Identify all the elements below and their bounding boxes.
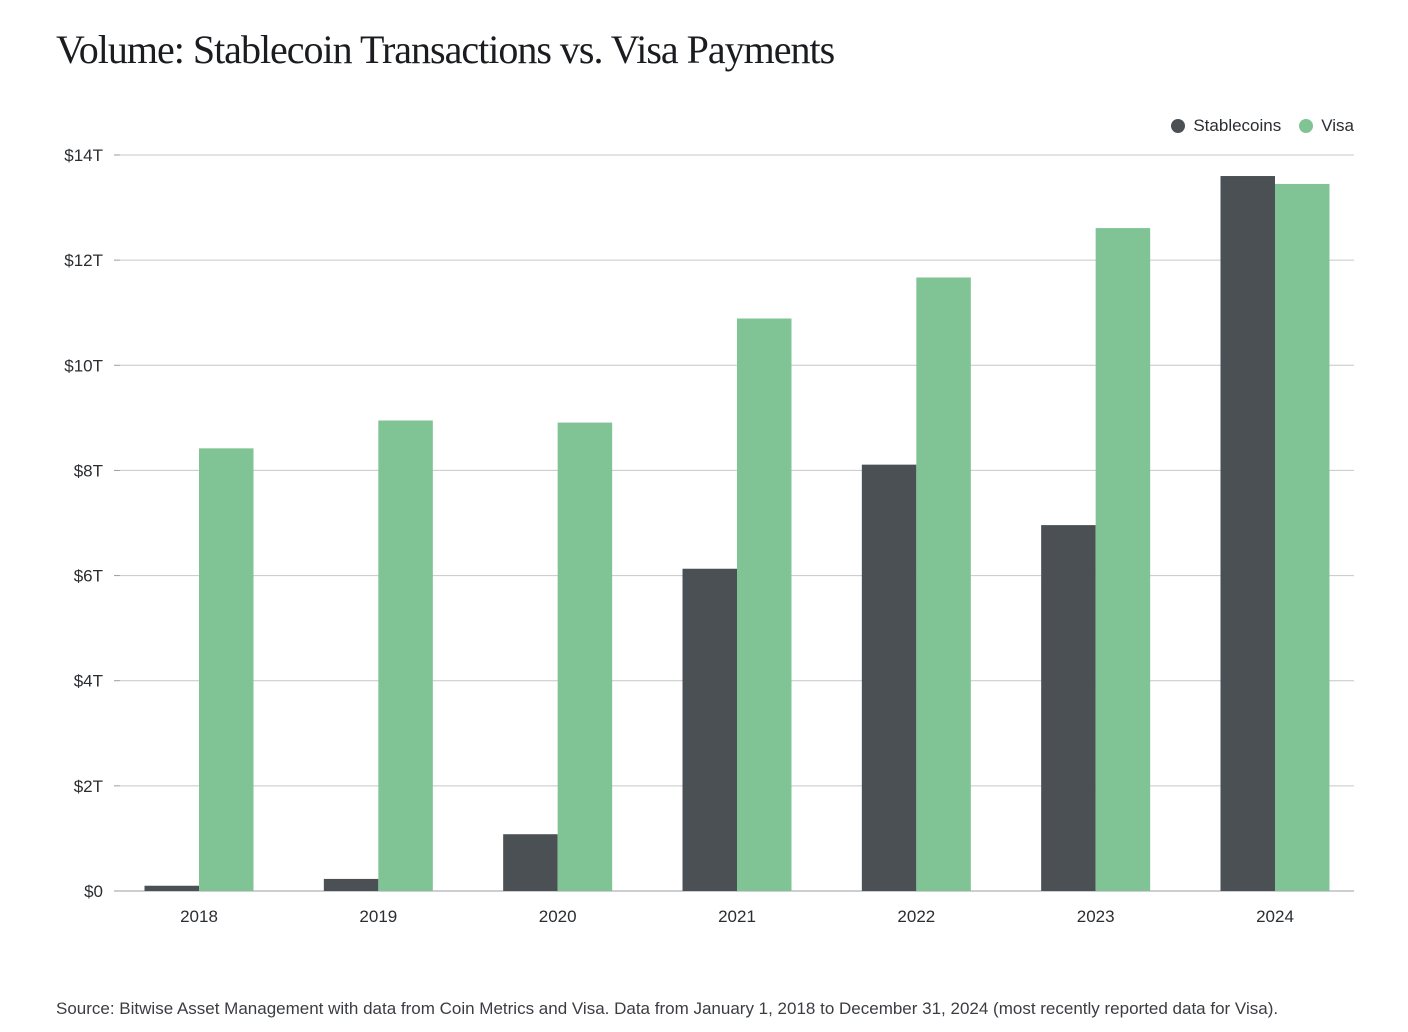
y-tick-label: $14T xyxy=(64,146,103,165)
x-tick-label: 2019 xyxy=(359,907,397,926)
y-tick-label: $6T xyxy=(74,567,103,586)
bar-stablecoins-2024 xyxy=(1220,176,1275,891)
legend-item-stablecoins: Stablecoins xyxy=(1171,116,1281,136)
legend-swatch-visa xyxy=(1299,119,1314,133)
legend-swatch-stablecoins xyxy=(1171,119,1186,133)
y-tick-label: $0 xyxy=(84,882,103,901)
x-tick-label: 2018 xyxy=(180,907,218,926)
legend-label-stablecoins: Stablecoins xyxy=(1193,116,1282,135)
bar-stablecoins-2021 xyxy=(682,568,737,891)
y-tick-label: $4T xyxy=(74,672,103,691)
x-tick-label: 2022 xyxy=(897,907,935,926)
bar-visa-2020 xyxy=(557,422,613,891)
legend-item-visa: Visa xyxy=(1299,116,1354,136)
y-tick-label: $2T xyxy=(74,777,103,796)
bar-stablecoins-2022 xyxy=(861,464,917,891)
bar-visa-2022 xyxy=(916,277,971,891)
chart-title: Volume: Stablecoin Transactions vs. Visa… xyxy=(56,27,835,72)
bar-visa-2019 xyxy=(378,420,433,891)
bar-visa-2021 xyxy=(737,318,792,891)
legend-label-visa: Visa xyxy=(1321,116,1354,135)
x-tick-label: 2020 xyxy=(539,907,577,926)
bar-visa-2024 xyxy=(1275,183,1330,891)
chart-legend: Stablecoins Visa xyxy=(1171,116,1354,136)
bar-visa-2018 xyxy=(199,448,254,891)
y-tick-label: $10T xyxy=(64,356,103,375)
bar-stablecoins-2019 xyxy=(323,878,379,891)
x-tick-label: 2024 xyxy=(1256,907,1294,926)
y-tick-label: $8T xyxy=(74,461,103,480)
bar-stablecoins-2018 xyxy=(144,885,199,891)
bar-stablecoins-2023 xyxy=(1041,525,1096,891)
x-tick-label: 2021 xyxy=(718,907,756,926)
source-note: Source: Bitwise Asset Management with da… xyxy=(56,999,1279,1018)
y-tick-label: $12T xyxy=(64,251,103,270)
bar-visa-2023 xyxy=(1095,228,1151,891)
x-tick-label: 2023 xyxy=(1077,907,1115,926)
bar-stablecoins-2020 xyxy=(503,834,558,891)
